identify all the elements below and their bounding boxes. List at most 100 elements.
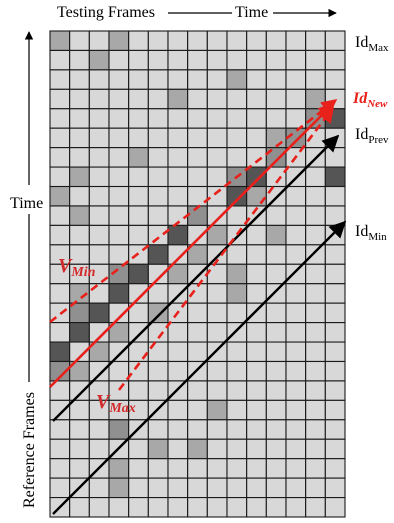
grid-cell [246,224,267,246]
grid-cell [167,224,189,246]
grid-cell [108,205,130,226]
grid-cell [147,302,169,324]
grid-cell [147,30,169,51]
grid-cell [305,380,326,401]
grid-cell [187,69,208,90]
grid-cell [167,127,189,149]
grid-cell [324,458,346,479]
grid-cell [305,263,326,285]
grid-cell [324,497,346,518]
grid-cell [305,458,326,479]
grid-cell [206,263,228,285]
grid-cell [324,147,346,168]
grid-cell [187,147,208,168]
grid-cell [285,360,307,382]
grid-cell [187,127,208,149]
grid-cell [88,127,110,149]
grid-cell [226,322,248,343]
grid-cell [49,49,71,71]
grid-cell [246,263,267,285]
grid-cell [285,322,307,343]
grid-cell [147,263,169,285]
grid-cell [246,380,267,401]
grid-cell [324,322,346,343]
grid-cell [88,30,110,51]
grid-cell [167,244,189,265]
grid-cell [285,263,307,285]
grid-cell [49,88,71,110]
grid-cell [108,380,130,401]
grid-cell [187,438,208,460]
grid-cell [147,458,169,479]
grid-cell [167,30,189,51]
grid-cell [285,244,307,265]
grid-cell [167,147,189,168]
grid-cell [226,263,248,285]
grid-cell [147,69,169,90]
grid-cell [128,458,149,479]
grid-cell [69,497,90,518]
grid-cell [265,497,287,518]
grid-cell [167,477,189,499]
grid-cell [49,185,71,207]
grid-cell [246,127,267,149]
grid-cell [246,360,267,382]
grid-cell [187,322,208,343]
grid-cell [226,244,248,265]
grid-cell [49,419,71,440]
grid-cell [206,360,228,382]
id-prev-label: IdPrev [355,126,389,146]
v-min-dashed-line [49,98,338,324]
grid-cell [324,399,346,421]
grid-cell [187,380,208,401]
id-new-line [49,102,335,388]
grid-cell [324,263,346,285]
grid-cell [265,438,287,460]
grid-cell [147,147,169,168]
grid-cell [69,30,90,51]
grid-cell [226,30,248,51]
grid-cell [285,341,307,363]
grid-cell [324,224,346,246]
grid-cell [206,458,228,479]
grid-cell [324,49,346,71]
grid-cell [324,341,346,363]
grid-cell [226,341,248,363]
grid-cell [108,127,130,149]
grid-cell [128,69,149,90]
grid-cell [167,399,189,421]
grid-cell [246,108,267,129]
grid-cell [285,49,307,71]
grid-cell [206,497,228,518]
grid-cell [49,477,71,499]
grid-cell [88,49,110,71]
grid-cell [265,380,287,401]
grid-cell [147,360,169,382]
grid-cell [69,380,90,401]
grid-cell [108,185,130,207]
grid-cell [167,458,189,479]
grid-cell [128,205,149,226]
grid-cell [147,341,169,363]
grid-cell [226,477,248,499]
grid-cell [305,185,326,207]
grid-cell [147,185,169,207]
grid-cell [88,224,110,246]
grid-cell [167,341,189,363]
grid-cell [285,205,307,226]
grid-cell [128,341,149,363]
grid-cell [265,69,287,90]
grid-cell [108,30,130,51]
grid-cell [226,147,248,168]
grid-cell [167,360,189,382]
grid-cell [285,419,307,440]
grid-cell [167,283,189,304]
grid-cell [147,438,169,460]
grid-cell [226,360,248,382]
grid-cell [285,185,307,207]
grid-cell [265,458,287,479]
grid-cell [324,69,346,90]
grid-cell [285,458,307,479]
grid-cell [226,399,248,421]
grid-cell [69,88,90,110]
